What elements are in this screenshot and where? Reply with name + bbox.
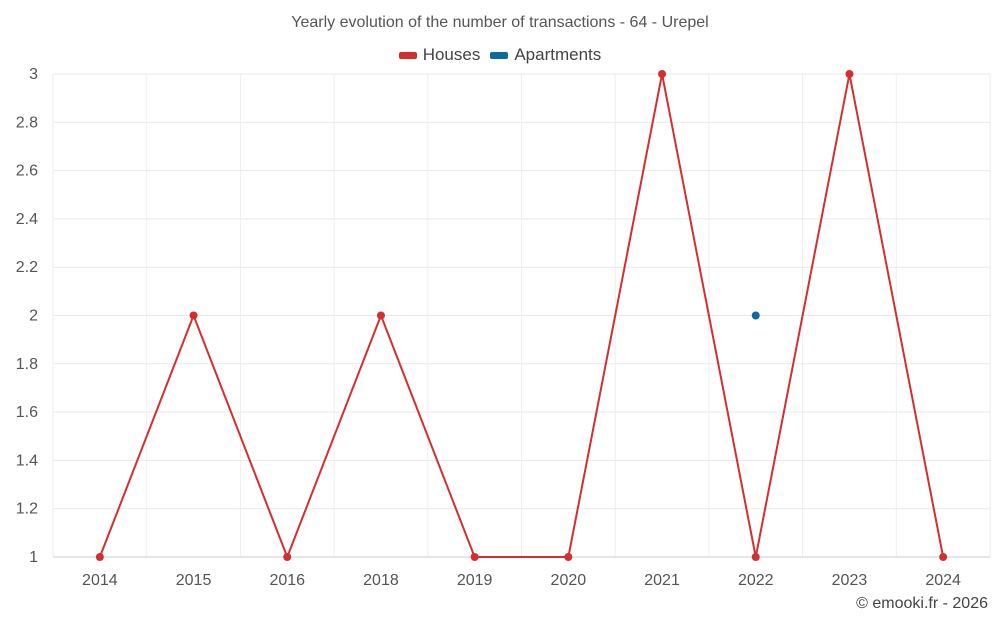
x-tick-label: 2014 xyxy=(82,572,118,589)
y-tick-label: 2.6 xyxy=(16,163,38,180)
y-tick-label: 2.4 xyxy=(16,211,38,228)
data-point-houses xyxy=(283,553,292,561)
x-tick-label: 2019 xyxy=(457,572,493,589)
data-point-houses xyxy=(95,553,104,561)
data-point-houses xyxy=(376,311,385,320)
x-tick-label: 2023 xyxy=(832,572,868,589)
y-tick-label: 3 xyxy=(29,66,38,83)
x-tick-label: 2020 xyxy=(551,572,587,589)
y-tick-label: 1.4 xyxy=(16,452,38,469)
y-tick-label: 1.6 xyxy=(16,404,38,421)
chart-credit: © emooki.fr - 2026 xyxy=(856,595,988,612)
y-tick-label: 2.8 xyxy=(16,114,38,131)
y-tick-label: 2 xyxy=(29,308,38,325)
data-point-houses xyxy=(470,553,479,561)
y-tick-label: 1.8 xyxy=(16,356,38,373)
legend-item-houses[interactable]: Houses xyxy=(398,45,481,65)
x-tick-label: 2018 xyxy=(363,572,399,589)
data-point-houses xyxy=(939,553,948,561)
x-tick-label: 2021 xyxy=(644,572,680,589)
data-point-houses xyxy=(751,553,760,561)
data-point-apartments xyxy=(751,311,760,320)
data-point-houses xyxy=(658,70,667,78)
series-line-houses xyxy=(98,73,945,560)
x-tick-label: 2024 xyxy=(925,572,961,589)
x-tick-label: 2016 xyxy=(269,572,305,589)
x-tick-label: 2022 xyxy=(738,572,774,589)
data-point-houses xyxy=(189,311,198,320)
chart-title: Yearly evolution of the number of transa… xyxy=(291,14,709,31)
y-tick-label: 1 xyxy=(29,549,38,566)
y-tick-label: 1.2 xyxy=(16,501,38,518)
y-tick-label: 2.2 xyxy=(16,259,38,276)
chart-legend: Houses Apartments xyxy=(0,45,1000,65)
legend-swatch-apartments xyxy=(490,51,509,59)
legend-label-apartments: Apartments xyxy=(514,45,602,64)
legend-item-apartments[interactable]: Apartments xyxy=(490,45,601,65)
data-point-houses xyxy=(564,553,573,561)
data-point-houses xyxy=(845,70,854,78)
legend-swatch-houses xyxy=(398,51,417,59)
legend-label-houses: Houses xyxy=(422,45,481,64)
x-tick-label: 2015 xyxy=(176,572,212,589)
